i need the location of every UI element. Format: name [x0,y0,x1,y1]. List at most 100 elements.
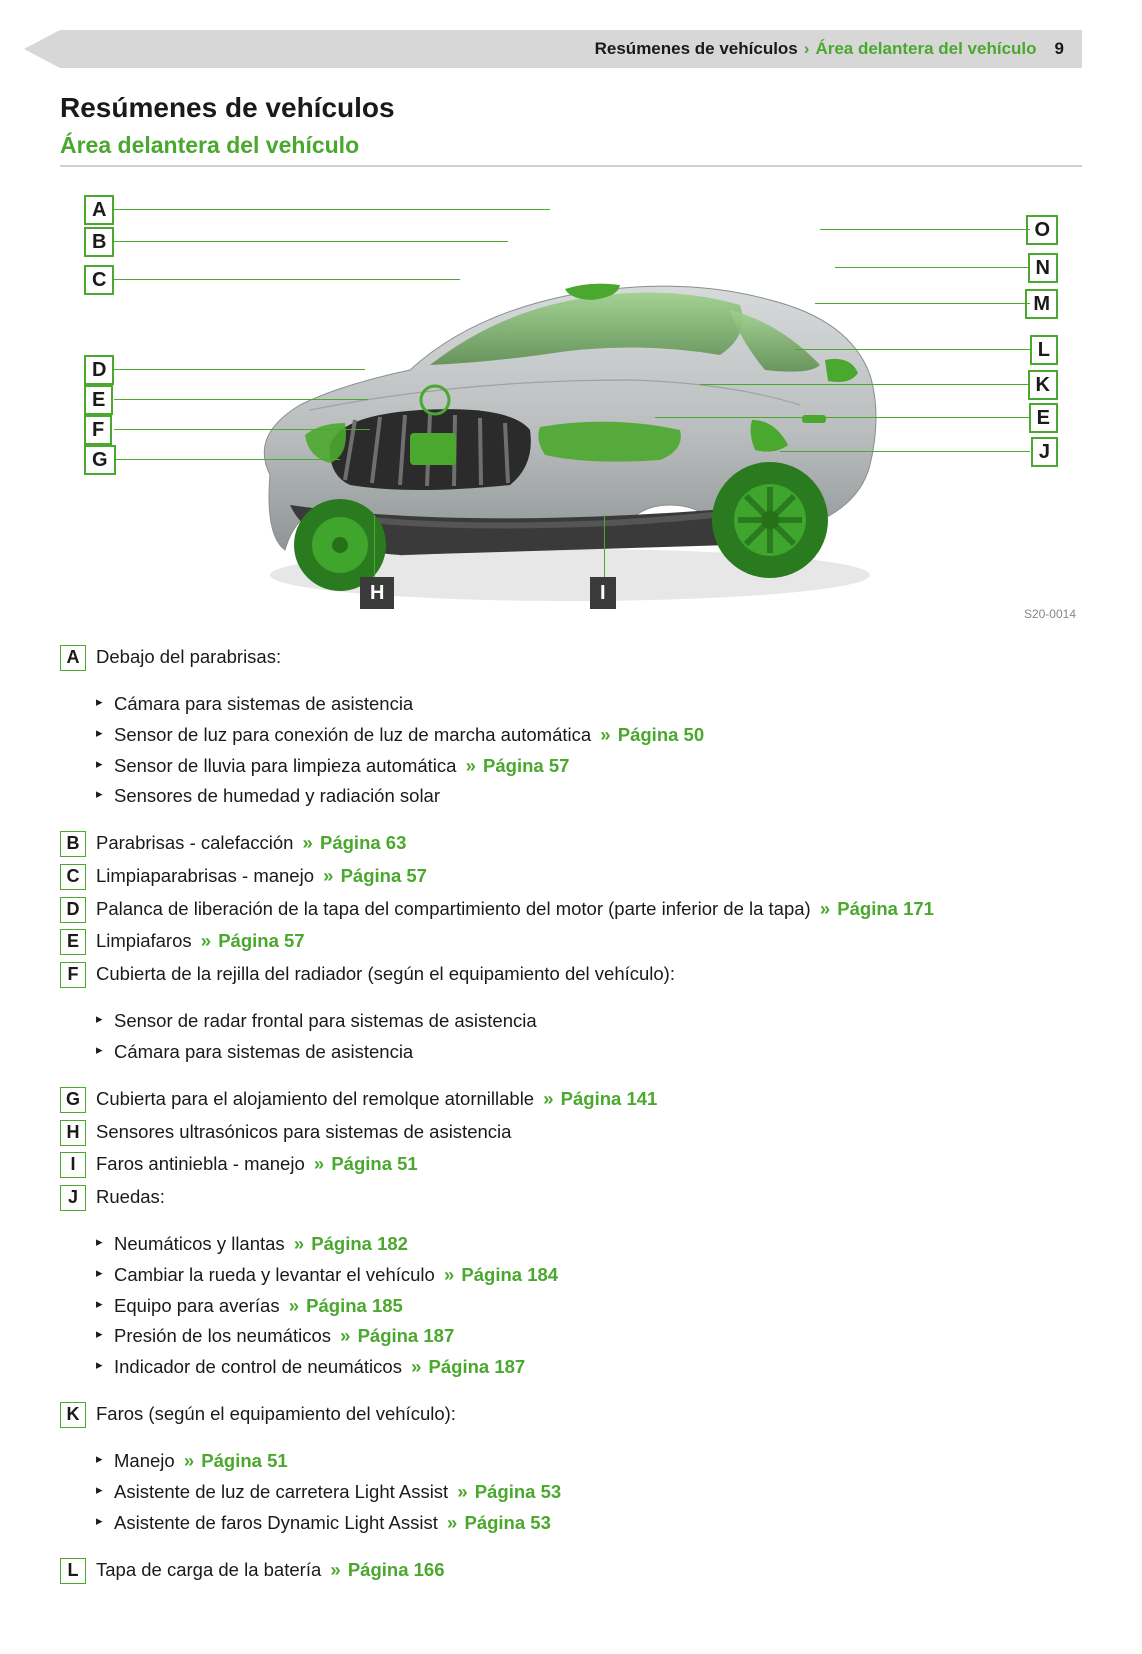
legend-sublist: Manejo » Página 51Asistente de luz de ca… [96,1447,1082,1537]
legend-body: Limpiaparabrisas - manejo » Página 57 [96,862,1082,891]
xref-link[interactable]: Página 141 [561,1088,658,1109]
legend-subitem: Cámara para sistemas de asistencia [96,690,1082,719]
callout-bottom-H: H [360,577,394,609]
legend-subtext: Sensor de lluvia para limpieza automátic… [114,755,456,776]
legend-badge: G [60,1087,86,1113]
legend-sublist: Neumáticos y llantas » Página 182Cambiar… [96,1230,1082,1381]
xref-link[interactable]: Página 53 [464,1512,550,1533]
xref-link[interactable]: Página 57 [483,755,569,776]
legend-subitem: Sensor de luz para conexión de luz de ma… [96,721,1082,750]
legend-body: Parabrisas - calefacción » Página 63 [96,829,1082,858]
legend-subtext: Cámara para sistemas de asistencia [114,693,413,714]
xref-separator: » [406,1356,427,1377]
legend-body: Palanca de liberación de la tapa del com… [96,895,1082,924]
callout-left-A: A [84,195,114,225]
legend-subtext: Presión de los neumáticos [114,1325,331,1346]
xref-separator: » [309,1153,330,1174]
xref-link[interactable]: Página 184 [461,1264,558,1285]
legend-body: Debajo del parabrisas: [96,643,1082,672]
xref-link[interactable]: Página 51 [331,1153,417,1174]
figure-code: S20-0014 [1024,607,1076,621]
legend-text: Debajo del parabrisas: [96,646,281,667]
leader-line [700,384,1030,385]
callout-left-F: F [84,415,112,445]
xref-link[interactable]: Página 63 [320,832,406,853]
xref-separator: » [289,1233,310,1254]
xref-separator: » [595,724,616,745]
leader-line [114,399,368,400]
xref-separator: » [439,1264,460,1285]
xref-link[interactable]: Página 57 [341,865,427,886]
legend-subtext: Neumáticos y llantas [114,1233,285,1254]
xref-link[interactable]: Página 51 [201,1450,287,1471]
legend-badge: F [60,962,86,988]
vehicle-diagram: S20-0014 ABCDEFGONMLKEJHI [60,185,1082,625]
legend-subtext: Equipo para averías [114,1295,280,1316]
callout-left-B: B [84,227,114,257]
callout-right-J: J [1031,437,1058,467]
legend-body: Sensores ultrasónicos para sistemas de a… [96,1118,1082,1147]
xref-link[interactable]: Página 187 [429,1356,526,1377]
leader-line [815,303,1030,304]
legend-list: ADebajo del parabrisas: Cámara para siste… [60,643,1082,1584]
xref-separator: » [452,1481,473,1502]
leader-line [114,429,370,430]
legend-subtext: Cámara para sistemas de asistencia [114,1041,413,1062]
legend-badge: E [60,929,86,955]
legend-subtext: Asistente de faros Dynamic Light Assist [114,1512,438,1533]
legend-subitem: Sensor de radar frontal para sistemas de… [96,1007,1082,1036]
legend-subtext: Sensores de humedad y radiación solar [114,785,440,806]
xref-separator: » [196,930,217,951]
xref-link[interactable]: Página 187 [358,1325,455,1346]
legend-text: Ruedas: [96,1186,165,1207]
legend-subitem: Asistente de faros Dynamic Light Assist … [96,1509,1082,1538]
leader-line [114,241,508,242]
legend-text: Cubierta de la rejilla del radiador (seg… [96,963,675,984]
xref-link[interactable]: Página 185 [306,1295,403,1316]
legend-body: Faros antiniebla - manejo » Página 51 [96,1150,1082,1179]
xref-link[interactable]: Página 171 [837,898,934,919]
leader-line [655,417,1030,418]
leader-line [820,229,1030,230]
legend-subitem: Equipo para averías » Página 185 [96,1292,1082,1321]
xref-separator: » [284,1295,305,1316]
leader-line [114,209,550,210]
page-title: Resúmenes de vehículos [60,92,1082,124]
xref-link[interactable]: Página 166 [348,1559,445,1580]
callout-bottom-I: I [590,577,616,609]
leader-line [114,459,340,460]
legend-body: Tapa de carga de la batería » Página 166 [96,1556,1082,1585]
legend-row: D Palanca de liberación de la tapa del co… [60,895,1082,924]
legend-row: H Sensores ultrasónicos para sistemas de … [60,1118,1082,1147]
legend-badge: B [60,831,86,857]
leader-line [835,267,1030,268]
legend-badge: D [60,897,86,923]
callout-left-G: G [84,445,116,475]
legend-subitem: Cámara para sistemas de asistencia [96,1038,1082,1067]
xref-separator: » [442,1512,463,1533]
legend-row: F Cubierta de la rejilla del radiador (se… [60,960,1082,989]
xref-separator: » [297,832,318,853]
legend-sublist: Cámara para sistemas de asistencia Sensor… [96,690,1082,811]
xref-link[interactable]: Página 182 [311,1233,408,1254]
callout-right-L: L [1030,335,1058,365]
legend-text: Limpiaparabrisas - manejo [96,865,314,886]
callout-right-E: E [1029,403,1058,433]
legend-text: Limpiafaros [96,930,192,951]
xref-separator: » [815,898,836,919]
xref-link[interactable]: Página 57 [218,930,304,951]
xref-link[interactable]: Página 50 [618,724,704,745]
legend-badge: J [60,1185,86,1211]
legend-row: GCubierta para el alojamiento del remolq… [60,1085,1082,1114]
legend-row: E Limpiafaros » Página 57 [60,927,1082,956]
legend-row: ADebajo del parabrisas: [60,643,1082,672]
legend-text: Parabrisas - calefacción [96,832,293,853]
callout-right-M: M [1025,289,1058,319]
page-number: 9 [1055,39,1064,59]
legend-badge: H [60,1120,86,1146]
legend-subitem: Indicador de control de neumáticos » Pág… [96,1353,1082,1382]
legend-subitem: Neumáticos y llantas » Página 182 [96,1230,1082,1259]
leader-line [780,451,1030,452]
xref-link[interactable]: Página 53 [475,1481,561,1502]
legend-body: Limpiafaros » Página 57 [96,927,1082,956]
